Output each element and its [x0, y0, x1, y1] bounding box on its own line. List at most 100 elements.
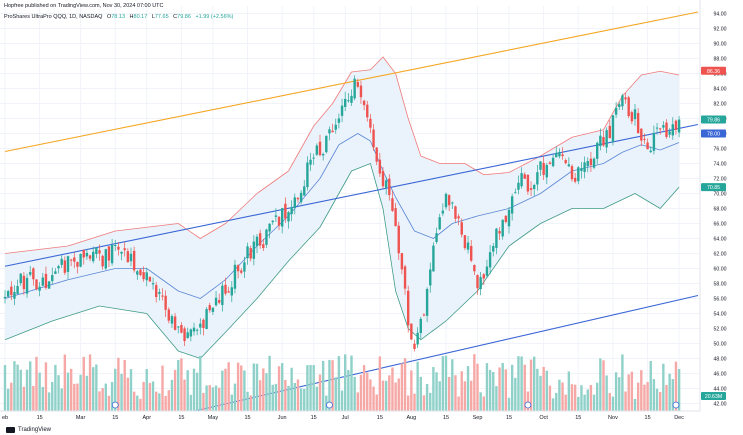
symbol-name: ProShares UltraPro QQQ, 1D, NASDAQ	[4, 14, 103, 20]
volume-bar	[523, 364, 526, 411]
candle-body	[548, 162, 552, 165]
volume-bar	[180, 358, 183, 411]
candle-body	[652, 132, 656, 151]
volume-bar	[44, 362, 48, 411]
volume-bar	[671, 379, 674, 411]
volume-bar	[170, 379, 174, 411]
volume-bar	[246, 391, 249, 411]
volume-bar	[356, 392, 359, 411]
candle-body	[318, 141, 322, 156]
candle-body	[624, 97, 627, 100]
volume-bar	[488, 369, 492, 411]
volume-bar	[22, 386, 26, 411]
x-tick-label: eb	[2, 415, 8, 421]
candle-body	[180, 325, 183, 333]
volume-bar	[79, 374, 82, 411]
candle-body	[123, 248, 126, 251]
volume-bar	[337, 356, 341, 411]
bollinger-band-fill	[5, 57, 680, 359]
candle-body	[347, 100, 350, 102]
candle-body	[510, 196, 514, 214]
volume-bar	[451, 359, 454, 411]
volume-bar	[498, 367, 501, 411]
volume-bar	[255, 363, 259, 411]
volume-bar	[608, 393, 611, 411]
y-tick-label: 72.00	[714, 177, 727, 183]
symbol-legend[interactable]: ProShares UltraPro QQQ, 1D, NASDAQ O78.1…	[4, 14, 233, 20]
volume-bar	[573, 384, 577, 411]
candle-body	[315, 145, 319, 155]
volume-bar	[577, 396, 580, 411]
volume-bar	[466, 366, 470, 411]
candle-body	[577, 167, 580, 182]
volume-bar	[211, 387, 215, 411]
candle-body	[536, 172, 539, 185]
volume-bar	[504, 369, 508, 411]
candle-body	[460, 222, 463, 235]
candle-body	[665, 122, 668, 137]
candle-body	[92, 251, 95, 262]
volume-bar	[432, 367, 435, 411]
candle-body	[265, 229, 268, 245]
volume-bar	[460, 371, 463, 411]
volume-bar	[334, 377, 337, 411]
candle-body	[290, 207, 293, 215]
volume-bar	[507, 397, 511, 411]
candle-body	[240, 270, 243, 273]
volume-bar	[98, 391, 101, 411]
candle-body	[22, 275, 26, 290]
x-tick-label: Apr	[142, 415, 151, 421]
candle-body	[350, 95, 353, 103]
candle-body	[233, 264, 237, 289]
volume-bar	[76, 383, 79, 411]
volume-bar	[177, 360, 180, 411]
volume-bar	[218, 387, 221, 411]
tradingview-logo[interactable]: TradingView	[6, 427, 51, 433]
candle-body	[54, 271, 57, 274]
volume-bar	[6, 388, 10, 411]
volume-bar	[221, 370, 224, 411]
price-label-text: 20.63M	[705, 394, 722, 400]
x-tick-label: Jun	[278, 415, 287, 421]
candle-body	[195, 329, 199, 331]
candle-body	[407, 290, 410, 326]
volume-bar	[592, 394, 596, 411]
candle-body	[189, 329, 193, 337]
volume-bar	[265, 373, 268, 411]
candle-body	[66, 256, 70, 272]
volume-bar	[164, 395, 167, 411]
candle-body	[457, 216, 460, 219]
candle-body	[391, 198, 394, 211]
candle-body	[429, 269, 432, 286]
volume-bar	[372, 386, 375, 411]
y-tick-label: 92.00	[714, 27, 727, 33]
candle-body	[145, 272, 148, 281]
volume-bar	[325, 395, 328, 411]
x-tick-label: 15	[178, 415, 184, 421]
volume-bar	[580, 385, 583, 411]
volume-bar	[92, 367, 95, 411]
volume-bar	[19, 369, 22, 411]
candle-body	[331, 130, 334, 133]
volume-bar	[199, 355, 202, 411]
candle-body	[529, 188, 533, 190]
candle-body	[517, 182, 520, 190]
candle-body	[277, 216, 281, 226]
volume-bar	[173, 369, 177, 411]
candle-body	[218, 300, 221, 303]
candle-body	[602, 136, 605, 146]
candle-body	[504, 215, 508, 222]
candle-body	[539, 161, 542, 170]
x-tick-label: Sep	[473, 415, 483, 421]
candle-body	[435, 233, 438, 242]
volume-bar	[296, 379, 300, 411]
volume-bar	[110, 381, 114, 411]
candle-body	[95, 247, 98, 255]
candle-body	[451, 202, 454, 204]
volume-bar	[142, 381, 145, 411]
volume-bar	[545, 370, 548, 411]
candle-body	[114, 245, 117, 247]
volume-bar	[290, 367, 293, 411]
